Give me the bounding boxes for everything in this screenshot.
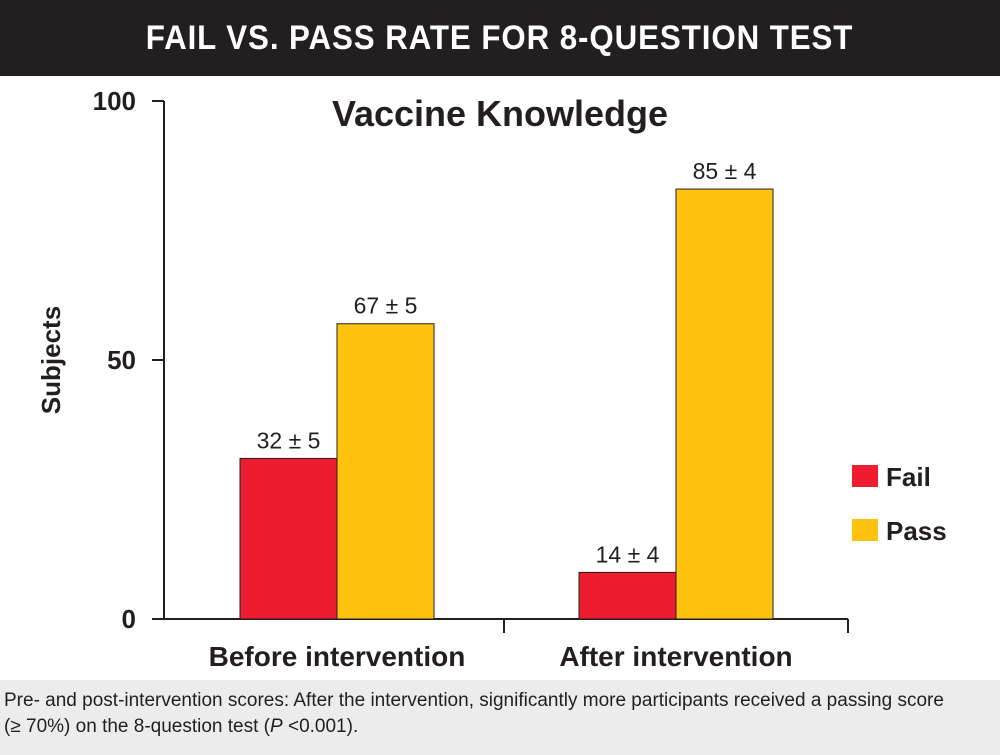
legend-label-pass: Pass xyxy=(886,516,947,546)
legend-label-fail: Fail xyxy=(886,462,931,492)
y-tick-label: 0 xyxy=(122,604,136,634)
caption-line-2-prefix: (≥ 70%) on the 8-question test ( xyxy=(4,716,271,737)
legend-swatch-pass xyxy=(852,519,878,541)
x-category-label: After intervention xyxy=(559,641,792,672)
bar-fail-after xyxy=(578,571,677,620)
bar-chart: 0 50 100 Subjects Vaccine Knowledge 32 ± 5 67 … xyxy=(36,86,947,672)
banner: FAIL VS. PASS RATE FOR 8-QUESTION TEST xyxy=(0,0,1000,76)
data-label-pass-before: 67 ± 5 xyxy=(354,293,418,319)
chart-area: 0 50 100 Subjects Vaccine Knowledge 32 ± 5 67 … xyxy=(0,76,1000,680)
data-label-fail-before: 32 ± 5 xyxy=(257,427,321,453)
bar-pass-before xyxy=(336,323,435,620)
legend-swatch-fail xyxy=(852,465,878,487)
bar-pass-after xyxy=(675,188,774,620)
x-category-label: Before intervention xyxy=(209,641,466,672)
data-label-fail-after: 14 ± 4 xyxy=(596,541,660,567)
y-tick-label: 50 xyxy=(107,345,136,375)
y-axis-title: Subjects xyxy=(36,306,66,414)
bar-fail-before xyxy=(239,457,338,620)
banner-title: FAIL VS. PASS RATE FOR 8-QUESTION TEST xyxy=(146,18,854,57)
y-tick-label: 100 xyxy=(93,86,136,116)
caption: Pre- and post-intervention scores: After… xyxy=(0,680,1000,755)
caption-line-2-suffix: <0.001). xyxy=(282,716,359,737)
data-label-pass-after: 85 ± 4 xyxy=(693,158,757,184)
caption-p-symbol: P xyxy=(270,716,283,737)
caption-line-2: (≥ 70%) on the 8-question test (P <0.001… xyxy=(4,714,980,740)
chart-title: Vaccine Knowledge xyxy=(332,93,668,134)
caption-line-1: Pre- and post-intervention scores: After… xyxy=(4,690,944,711)
